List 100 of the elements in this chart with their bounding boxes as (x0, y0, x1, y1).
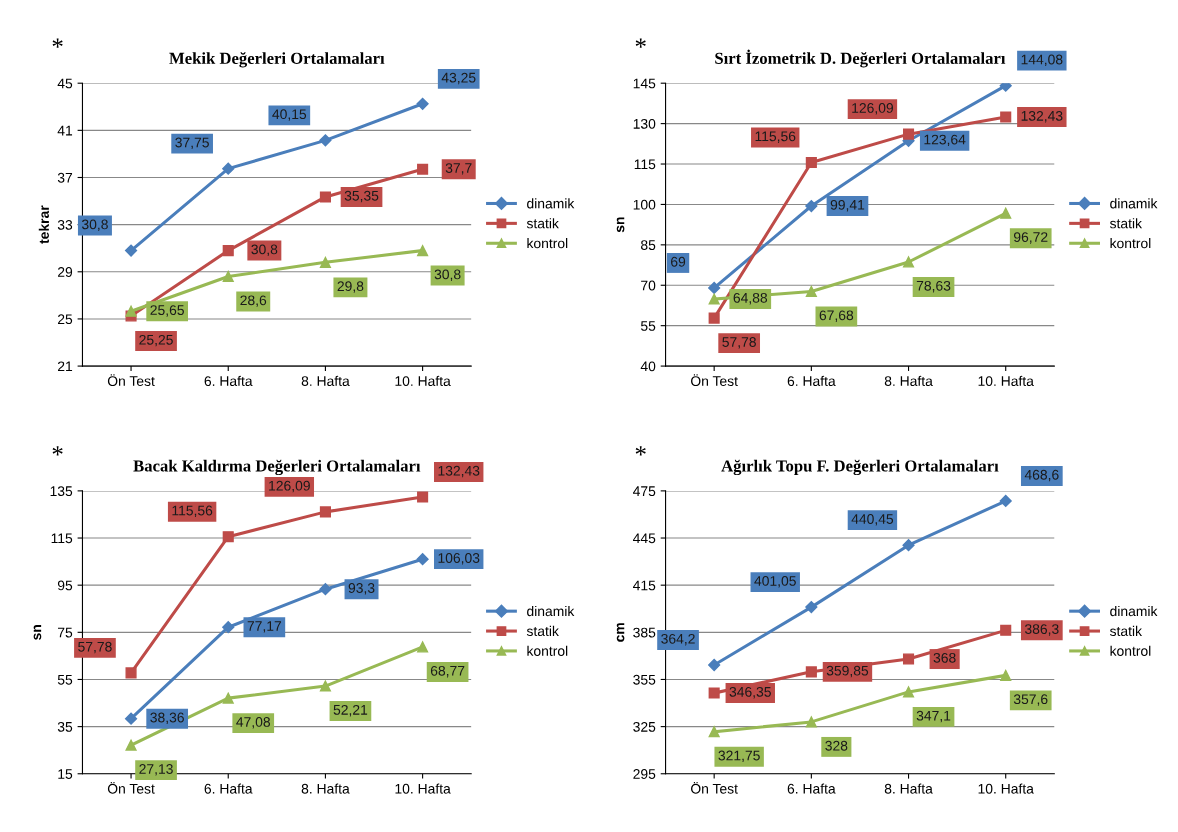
y-tick-label: 95 (57, 580, 73, 591)
chart-title: Ağırlık Topu F. Değerleri Ortalamaları (721, 459, 999, 476)
data-label: 93,3 (348, 583, 375, 595)
x-tick-label: 6. Hafta (204, 375, 253, 386)
chart-title: Mekik Değerleri Ortalamaları (169, 52, 385, 68)
x-tick-label: 8. Hafta (884, 375, 933, 386)
y-axis-title: sn (616, 217, 625, 233)
y-tick-label: 295 (633, 769, 656, 779)
data-label: 359,85 (826, 665, 869, 678)
data-label: 38,36 (150, 712, 184, 725)
x-tick-label: 8. Hafta (884, 783, 933, 794)
data-label: 123,64 (924, 134, 966, 147)
text: * (635, 446, 646, 456)
y-tick-label: 135 (50, 486, 73, 497)
data-label: 30,8 (251, 244, 278, 256)
y-tick-label: 55 (640, 321, 656, 331)
y-tick-label: 415 (633, 580, 656, 591)
legend-label: statik (526, 218, 559, 229)
data-label: 52,21 (333, 704, 368, 717)
data-label: 30,8 (434, 269, 461, 281)
x-tick-label: Ön Test (107, 374, 155, 386)
y-tick-label: 325 (633, 721, 656, 732)
data-label: 386,3 (1024, 624, 1059, 636)
x-tick-label: 6. Hafta (204, 783, 253, 794)
data-label: 69 (671, 256, 686, 267)
chart-title: Sırt İzometrik D. Değerleri Ortalamaları (715, 49, 1006, 68)
x-tick-label: Ön Test (107, 781, 155, 794)
data-label: 468,6 (1024, 469, 1059, 482)
data-label: 67,68 (819, 310, 854, 322)
data-label: 364,2 (661, 633, 695, 646)
chart-title: Bacak Kaldırma Değerleri Ortalamaları (133, 459, 421, 476)
y-tick-label: 45 (57, 78, 73, 89)
y-tick-label: 40 (640, 361, 656, 372)
x-tick-label: 10. Hafta (395, 375, 451, 386)
data-label: 115,56 (755, 131, 796, 143)
data-label: 30,8 (81, 219, 108, 231)
data-label: 57,78 (722, 337, 756, 349)
y-tick-label: 130 (633, 118, 656, 129)
y-tick-label: 41 (57, 125, 73, 136)
x-tick-label: 10. Hafta (978, 783, 1034, 794)
text: * (635, 38, 646, 48)
y-tick-label: 35 (57, 721, 73, 732)
y-tick-label: 55 (57, 674, 73, 685)
data-label: 106,03 (438, 553, 480, 565)
legend-label: kontrol (527, 645, 568, 656)
data-label: 40,15 (272, 109, 307, 121)
y-tick-label: 445 (633, 533, 656, 544)
y-tick-label: 75 (58, 627, 73, 638)
y-tick-label: 475 (633, 486, 656, 497)
y-tick-label: 70 (641, 280, 656, 291)
data-label: 64,88 (733, 292, 768, 305)
data-label: 144,08 (1021, 54, 1063, 67)
data-label: 78,63 (916, 280, 951, 293)
y-axis-title: cm (616, 623, 625, 642)
legend-label: kontrol (527, 238, 568, 249)
y-tick-label: 385 (633, 627, 656, 638)
data-label: 328 (825, 740, 848, 751)
data-label: 126,09 (269, 480, 310, 493)
data-label: 96,72 (1013, 232, 1048, 244)
legend-label: dinamik (527, 605, 575, 617)
data-label: 347,1 (916, 710, 951, 723)
data-label: 43,25 (441, 72, 476, 85)
data-label: 47,08 (236, 717, 271, 729)
data-label: 346,35 (729, 686, 771, 699)
y-tick-label: 21 (57, 361, 73, 372)
legend-label: statik (1109, 218, 1143, 229)
data-label: 68,77 (430, 665, 465, 678)
data-label: 357,6 (1013, 694, 1048, 706)
y-tick-label: 15 (58, 769, 73, 779)
legend-label: statik (1109, 625, 1143, 637)
y-tick-label: 100 (633, 199, 656, 210)
legend-label: kontrol (1110, 238, 1151, 249)
legend-label: dinamik (527, 198, 575, 209)
data-label: 321,75 (718, 750, 760, 763)
data-label: 37,75 (175, 137, 209, 150)
y-tick-label: 145 (633, 78, 656, 89)
x-tick-label: 6. Hafta (787, 375, 836, 386)
data-label: 29,8 (337, 281, 364, 293)
data-label: 132,43 (1021, 110, 1063, 123)
data-label: 77,17 (247, 621, 282, 633)
legend-label: kontrol (1110, 645, 1151, 656)
y-axis-title: tekrar (38, 205, 49, 244)
y-tick-label: 37 (57, 172, 73, 183)
x-tick-label: 8. Hafta (301, 375, 350, 386)
y-tick-label: 29 (57, 267, 73, 277)
x-tick-label: 10. Hafta (978, 375, 1034, 386)
data-label: 368 (933, 652, 956, 663)
data-label: 57,78 (78, 641, 112, 654)
x-tick-label: 6. Hafta (787, 783, 836, 794)
x-tick-label: Ön Test (691, 781, 738, 794)
y-tick-label: 115 (634, 159, 656, 170)
data-label: 115,56 (172, 505, 213, 518)
y-tick-label: 85 (641, 240, 656, 251)
data-label: 25,65 (150, 305, 184, 317)
legend-label: dinamik (1110, 198, 1158, 209)
data-label: 27,13 (139, 764, 173, 776)
x-tick-label: 8. Hafta (301, 783, 350, 794)
data-label: 99,41 (830, 199, 865, 212)
y-tick-label: 355 (633, 674, 656, 685)
data-label: 440,45 (851, 514, 894, 526)
